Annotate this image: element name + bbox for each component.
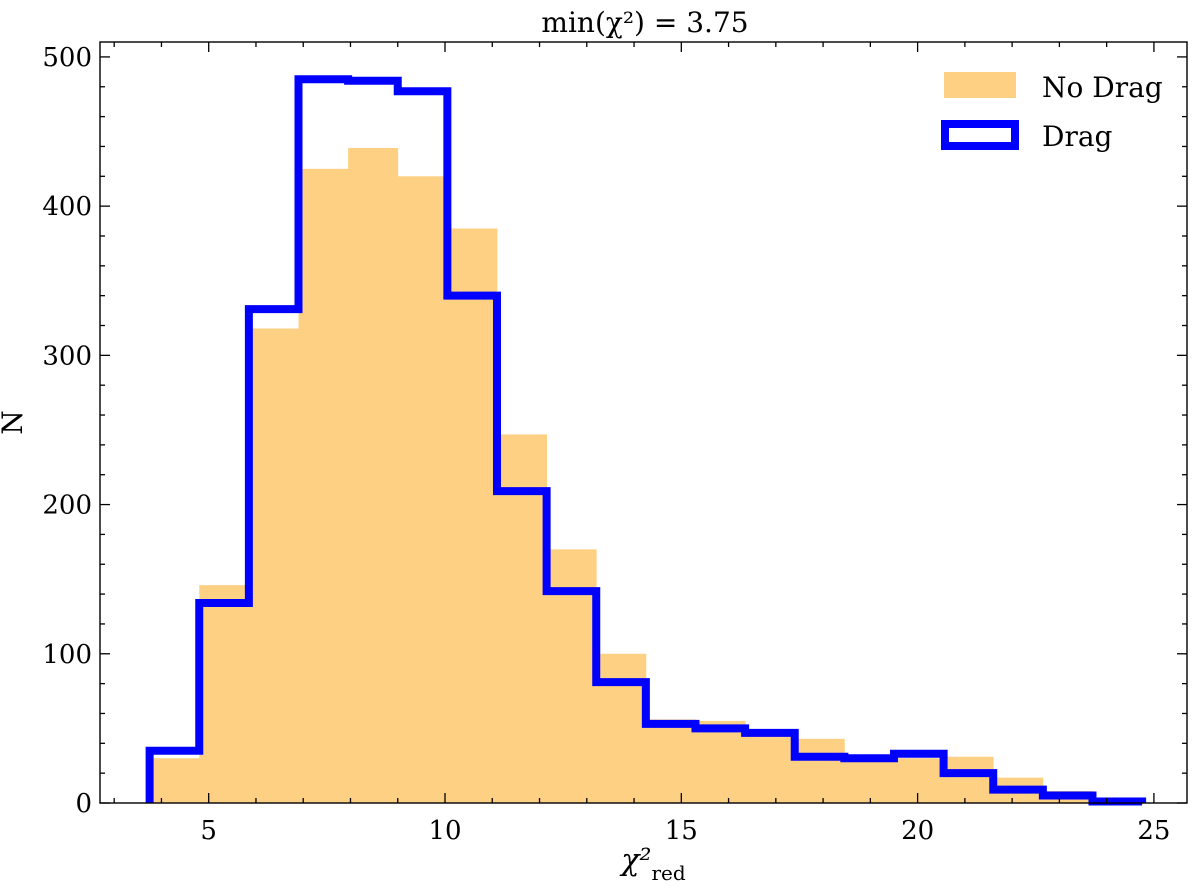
x-tick-label: 15 [665,816,698,846]
bar-no-drag [447,228,498,804]
plot-area [145,75,1147,806]
bar-no-drag [397,176,448,803]
legend-label-drag: Drag [1042,120,1113,153]
legend-swatch-no-drag [944,72,1016,98]
bar-no-drag [496,434,548,803]
bar-no-drag [596,653,647,803]
bar-no-drag [844,758,895,803]
x-tick-label: 5 [200,816,217,846]
y-tick-label: 200 [42,491,92,521]
bar-no-drag [943,756,994,803]
y-tick-label: 0 [75,789,92,819]
bar-no-drag [893,758,945,803]
bar-no-drag [794,738,845,803]
y-tick-label: 400 [42,192,92,222]
y-tick-label: 500 [42,43,92,73]
legend-label-no-drag: No Drag [1042,71,1163,104]
chart-title: min(χ²) = 3.75 [541,6,748,39]
y-tick-label: 100 [42,640,92,670]
bar-no-drag [248,328,299,803]
x-axis-label: χ²red [619,843,686,885]
bar-no-drag [149,758,200,803]
bar-no-drag [199,585,250,803]
axis-ticks: 5 10 15 20 25 0 100 200 300 400 500 [42,42,1187,846]
y-tick-label: 300 [42,341,92,371]
legend-swatch-drag [941,120,1019,150]
x-tick-label: 10 [428,816,461,846]
x-tick-label: 25 [1137,816,1170,846]
legend: No Drag Drag [941,71,1163,153]
y-axis-label: N [0,410,29,435]
bar-no-drag [348,147,399,804]
plot-frame [99,41,1188,804]
bar-no-drag [298,168,349,804]
series-line-drag [145,75,1147,806]
x-axis-label-subscript: red [652,861,686,885]
bar-no-drag [745,732,796,803]
bar-no-drag [645,719,696,803]
bar-no-drag [695,720,746,803]
x-axis-label-symbol: χ² [619,843,651,878]
x-tick-label: 20 [901,816,934,846]
